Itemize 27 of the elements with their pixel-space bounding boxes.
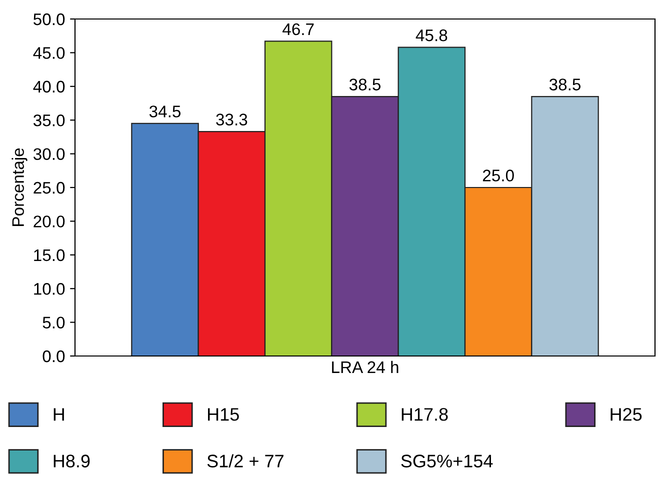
y-tick-label: 20.0 [34,216,65,228]
data-label: 38.5 [349,78,381,90]
y-tick-label: 30.0 [33,148,65,160]
y-tick-label: 15.0 [34,249,65,262]
legend-label: H17.8 [402,408,448,421]
data-label: 38.5 [549,78,581,90]
data-label: 45.8 [416,29,448,42]
data-label: 46.7 [282,23,314,36]
data-label: 33.3 [216,114,248,126]
legend-label: H [54,408,64,421]
legend-label: S1/2 + 77 [207,454,284,468]
y-tick-label: 40.0 [33,80,65,93]
legend-label: H8.9 [54,454,90,468]
y-tick-label: 35.0 [33,114,65,126]
legend-label: H25 [610,408,642,421]
y-tick-label: 10.0 [34,283,65,295]
y-tick-label: 25.0 [34,182,65,194]
y-tick-label: 45.0 [33,47,65,59]
y-tick-label: 50.0 [34,13,65,26]
x-tick-label: LRA 24 h [332,360,398,373]
y-tick-label: 0.0 [42,350,65,362]
y-tick-label: 5.0 [42,316,65,329]
legend-label: SG5%+154 [401,454,493,468]
data-label: 25.0 [482,170,514,182]
y-axis-title: Porcentaje [12,148,28,226]
data-label: 34.5 [149,106,181,118]
legend-label: H15 [208,408,239,421]
